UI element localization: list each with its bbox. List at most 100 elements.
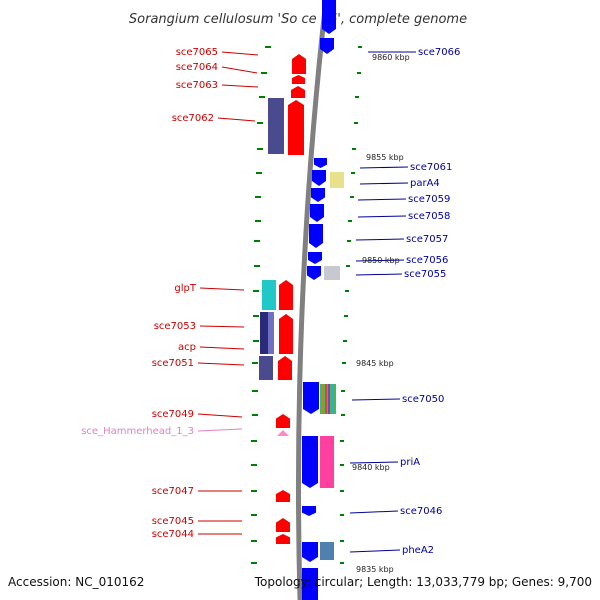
feature-stripe [325, 384, 327, 414]
feature-block [320, 542, 334, 560]
feature-stripe [322, 384, 324, 414]
tick-mark [252, 362, 258, 364]
gene-label: glpT [174, 283, 196, 294]
tick-mark [355, 96, 359, 98]
leader-line [359, 166, 409, 169]
gene-label: sce7045 [152, 516, 194, 527]
forward-gene [292, 75, 305, 84]
forward-gene [288, 100, 304, 155]
gene-label: priA [400, 457, 420, 468]
gene-label: sce7066 [418, 47, 460, 58]
forward-gene [279, 280, 293, 310]
feature-block [260, 312, 268, 354]
reverse-gene [310, 204, 324, 222]
forward-gene [291, 86, 305, 98]
accession-label: Accession: NC_010162 [8, 575, 144, 589]
tick-mark [346, 265, 350, 267]
genome-backbone [295, 0, 329, 600]
gene-label: sce7053 [154, 321, 196, 332]
tick-mark [341, 414, 345, 416]
leader-line [221, 66, 258, 74]
reverse-gene [312, 170, 326, 186]
leader-line [199, 287, 245, 291]
feature-block [268, 312, 274, 354]
gene-label: sce_Hammerhead_1_3 [81, 426, 194, 437]
feature-block [268, 98, 284, 154]
feature-block [330, 172, 344, 188]
leader-line [357, 198, 407, 201]
gene-label: sce7064 [176, 62, 218, 73]
gene-label: pheA2 [402, 545, 434, 556]
tick-mark [251, 514, 257, 516]
gene-label: sce7063 [176, 80, 218, 91]
gene-label: sce7057 [406, 234, 448, 245]
tick-mark [352, 148, 356, 150]
leader-line [355, 259, 405, 262]
reverse-gene [314, 158, 327, 168]
tick-mark [348, 220, 352, 222]
tick-mark [341, 390, 345, 392]
tick-mark [253, 315, 259, 317]
gene-label: sce7049 [152, 409, 194, 420]
reverse-gene [307, 266, 321, 280]
tick-mark [254, 240, 260, 242]
tick-mark [340, 440, 344, 442]
leader-line [199, 346, 245, 350]
tick-mark [261, 72, 267, 74]
tick-mark [342, 362, 346, 364]
tick-mark [252, 414, 258, 416]
leader-line [355, 238, 405, 241]
position-label: 9835 kbp [356, 565, 394, 574]
forward-gene [276, 490, 290, 502]
gene-label: sce7065 [176, 47, 218, 58]
feature-block [259, 356, 273, 380]
tick-mark [257, 148, 263, 150]
tick-mark [354, 122, 358, 124]
position-markers: 9860 kbp 9855 kbp 9850 kbp 9845 kbp 9840 kbp… [352, 53, 410, 574]
tick-mark [259, 96, 265, 98]
reverse-gene [302, 542, 318, 562]
position-label: 9855 kbp [366, 153, 404, 162]
hammerhead-rna [277, 430, 289, 436]
position-label: 9850 kbp [362, 256, 400, 265]
tick-mark [254, 265, 260, 267]
gene-label: sce7055 [404, 269, 446, 280]
reverse-gene [308, 252, 322, 264]
tick-mark [340, 464, 344, 466]
tick-mark [350, 196, 354, 198]
position-label: 9845 kbp [356, 359, 394, 368]
feature-block [324, 266, 340, 280]
leader-line [221, 84, 259, 88]
gene-label: sce7046 [400, 506, 442, 517]
tick-mark [357, 72, 361, 74]
reverse-gene [302, 506, 316, 516]
tick-mark [252, 390, 258, 392]
tick-marks [251, 46, 362, 564]
gene-label: sce7059 [408, 194, 450, 205]
tick-mark [255, 196, 261, 198]
gene-labels: sce7065 sce7064 sce7063 sce7062 glpT sce7053 a… [81, 47, 460, 556]
tick-mark [256, 172, 262, 174]
forward-gene [278, 356, 292, 380]
gene-label: sce7050 [402, 394, 444, 405]
reverse-gene [320, 38, 334, 54]
leader-line [351, 398, 401, 401]
gene-features [259, 0, 344, 600]
gene-label: sce7051 [152, 358, 194, 369]
leader-line [355, 273, 403, 276]
reverse-gene [322, 0, 336, 34]
tick-mark [251, 464, 257, 466]
tick-mark [255, 220, 261, 222]
tick-mark [257, 122, 263, 124]
map-title: Sorangium cellulosum 'So ce 56', complet… [129, 12, 467, 27]
reverse-gene [303, 382, 319, 414]
tick-mark [253, 290, 259, 292]
feature-stripe [328, 384, 330, 414]
leader-line [197, 362, 245, 366]
topology-label: Topology: circular; Length: 13,033,779 b… [254, 575, 592, 589]
forward-gene [276, 518, 290, 532]
forward-gene [276, 414, 290, 428]
tick-mark [343, 340, 347, 342]
gene-label: sce7047 [152, 486, 194, 497]
